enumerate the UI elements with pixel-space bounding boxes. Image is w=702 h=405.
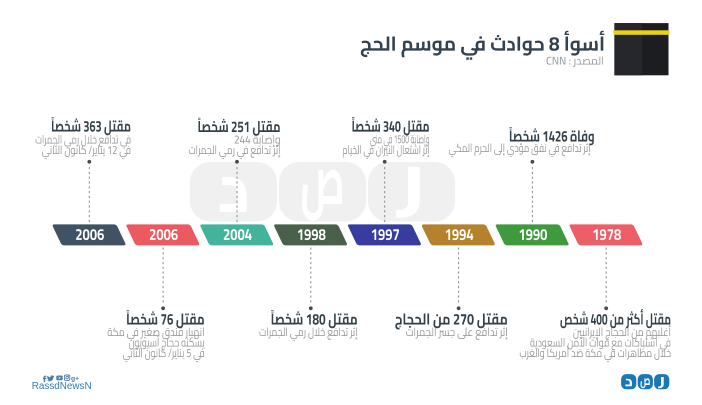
svg-text:g+: g+ — [71, 375, 79, 382]
svg-text:RassdNewsN: RassdNewsN — [32, 381, 92, 392]
